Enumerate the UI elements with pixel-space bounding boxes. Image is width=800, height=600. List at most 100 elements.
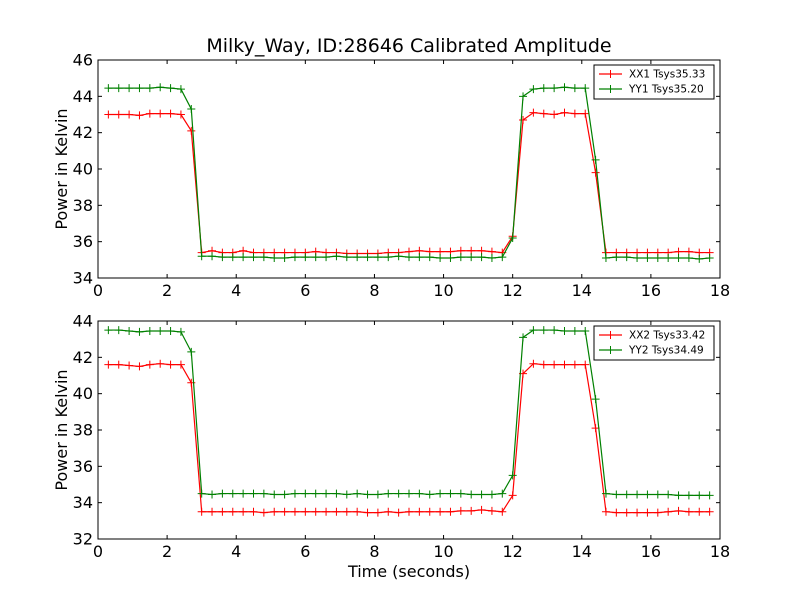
data-point xyxy=(332,507,341,516)
data-point xyxy=(436,489,445,498)
data-point xyxy=(332,489,341,498)
x-axis-label: Time (seconds) xyxy=(347,562,470,581)
data-point xyxy=(519,333,528,342)
data-point xyxy=(550,360,559,369)
data-point xyxy=(104,110,113,119)
legend-label: YY1 Tsys35.20 xyxy=(628,84,704,96)
data-point xyxy=(477,505,486,514)
data-point xyxy=(208,252,217,261)
data-point xyxy=(581,360,590,369)
chart-title: Milky_Way, ID:28646 Calibrated Amplitude xyxy=(206,35,611,57)
data-point xyxy=(228,253,237,262)
data-point xyxy=(145,109,154,118)
data-point xyxy=(145,360,154,369)
x-tick-label: 10 xyxy=(433,281,453,300)
legend-marker xyxy=(606,70,615,78)
data-point xyxy=(633,508,642,517)
data-point xyxy=(114,84,123,93)
data-point xyxy=(560,326,569,335)
legend-box xyxy=(593,325,715,361)
legend-marker xyxy=(606,85,615,93)
data-point xyxy=(508,471,517,480)
y-tick-label: 42 xyxy=(73,123,93,142)
data-point xyxy=(581,326,590,335)
data-point xyxy=(664,254,673,263)
data-point xyxy=(456,506,465,515)
data-point xyxy=(570,360,579,369)
data-point xyxy=(664,507,673,516)
data-point xyxy=(550,84,559,93)
data-point xyxy=(570,109,579,118)
x-tick-label: 12 xyxy=(502,281,522,300)
data-point xyxy=(394,508,403,517)
data-point xyxy=(550,326,559,335)
data-point xyxy=(477,490,486,499)
data-point xyxy=(550,110,559,119)
data-point xyxy=(674,491,683,500)
data-point xyxy=(508,491,517,500)
data-point xyxy=(674,254,683,263)
data-point xyxy=(125,361,134,370)
x-tick-label: 16 xyxy=(641,281,661,300)
data-point xyxy=(456,489,465,498)
data-point xyxy=(187,126,196,135)
data-point xyxy=(405,253,413,262)
data-point xyxy=(705,491,714,500)
data-point xyxy=(301,253,310,262)
data-point xyxy=(446,507,455,516)
data-point xyxy=(581,84,590,93)
data-point xyxy=(425,253,434,262)
data-point xyxy=(125,326,134,335)
data-point xyxy=(270,490,279,499)
data-point xyxy=(467,506,476,515)
x-tick-label: 2 xyxy=(162,542,172,561)
data-point xyxy=(498,253,507,262)
data-point xyxy=(363,490,372,499)
data-point xyxy=(394,252,403,261)
y-tick-label: 34 xyxy=(73,493,93,512)
x-tick-label: 6 xyxy=(300,281,310,300)
data-point xyxy=(519,92,528,101)
y-tick-label: 44 xyxy=(73,312,93,331)
data-point xyxy=(104,84,113,93)
data-point xyxy=(446,489,455,498)
data-point xyxy=(591,395,600,404)
data-point xyxy=(218,253,227,262)
data-point xyxy=(197,489,206,498)
data-point xyxy=(570,326,579,335)
y-tick-label: 36 xyxy=(73,232,93,251)
y-tick-label: 38 xyxy=(73,196,93,215)
data-point xyxy=(218,489,227,498)
data-point xyxy=(643,490,652,499)
data-point xyxy=(322,489,331,498)
data-point xyxy=(114,360,123,369)
data-point xyxy=(301,507,310,516)
data-point xyxy=(539,360,548,369)
data-point xyxy=(208,490,217,499)
data-point xyxy=(156,109,165,118)
legend-label: XX1 Tsys35.33 xyxy=(629,69,705,81)
data-point xyxy=(415,253,424,262)
legend-marker xyxy=(606,331,615,339)
legend: XX2 Tsys33.42 YY2 Tsys34.49 xyxy=(593,325,715,361)
data-point xyxy=(228,489,237,498)
data-point xyxy=(674,506,683,515)
data-point xyxy=(135,362,144,371)
data-point xyxy=(529,326,538,335)
x-tick-label: 18 xyxy=(710,281,730,300)
data-point xyxy=(529,85,538,94)
data-point xyxy=(612,253,621,262)
data-point xyxy=(290,489,299,498)
data-point xyxy=(425,490,434,499)
data-point xyxy=(373,490,382,499)
legend-box xyxy=(593,64,715,100)
data-point xyxy=(508,234,517,243)
data-point xyxy=(560,108,569,117)
data-point xyxy=(311,253,320,262)
data-point xyxy=(363,253,372,262)
y-tick-label: 42 xyxy=(73,348,93,367)
data-point xyxy=(239,253,248,262)
data-point xyxy=(332,252,341,261)
data-point xyxy=(384,253,393,262)
y-tick-label: 40 xyxy=(73,384,93,403)
